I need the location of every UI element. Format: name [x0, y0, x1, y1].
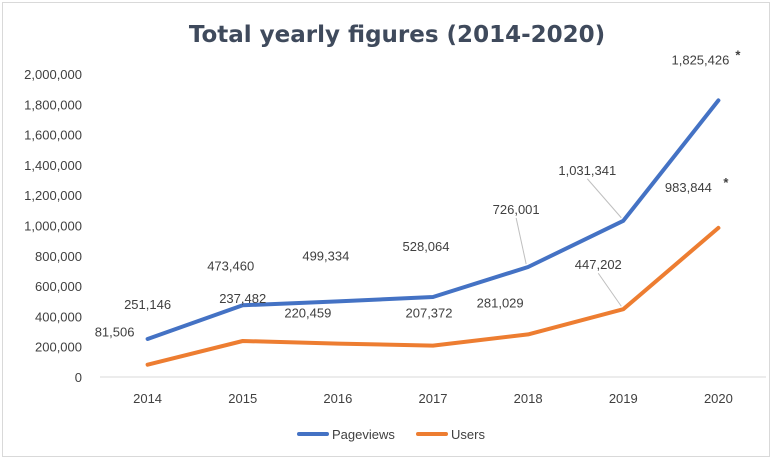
- chart-frame: [2, 2, 770, 457]
- data-labels: 251,146 473,460 499,334 528,064 726,001 1,031…: [95, 47, 742, 339]
- data-label: 220,459: [284, 306, 331, 321]
- data-label-marker: *: [735, 47, 741, 62]
- y-tick-label: 1,200,000: [24, 188, 82, 203]
- y-tick-label: 600,000: [35, 279, 82, 294]
- x-tick-label: 2015: [228, 391, 257, 406]
- x-tick-label: 2017: [419, 391, 448, 406]
- data-label: 499,334: [302, 248, 349, 263]
- legend-label: Users: [451, 427, 485, 442]
- y-tick-label: 1,000,000: [24, 219, 82, 234]
- series-line-pageviews: [145, 98, 721, 341]
- data-label: 251,146: [124, 297, 171, 312]
- data-label-marker: *: [723, 175, 729, 190]
- leader-lines: [515, 178, 622, 307]
- x-axis: 2014 2015 2016 2017 2018 2019 2020: [133, 391, 733, 406]
- x-tick-label: 2019: [609, 391, 638, 406]
- x-tick-label: 2016: [323, 391, 352, 406]
- data-label: 447,202: [575, 257, 622, 272]
- x-tick-label: 2020: [704, 391, 733, 406]
- data-label: 726,001: [493, 202, 540, 217]
- leader-line: [515, 217, 527, 265]
- data-label: 983,844: [665, 180, 712, 195]
- data-label: 473,460: [207, 258, 254, 273]
- y-tick-label: 0: [75, 370, 82, 385]
- y-axis: 0 200,000 400,000 600,000 800,000 1,000,000 1,…: [24, 67, 82, 385]
- y-tick-label: 200,000: [35, 340, 82, 355]
- chart-title: Total yearly figures (2014-2020): [189, 22, 605, 48]
- x-tick-label: 2018: [514, 391, 543, 406]
- data-label: 528,064: [403, 239, 450, 254]
- y-tick-label: 1,400,000: [24, 158, 82, 173]
- y-tick-label: 1,800,000: [24, 97, 82, 112]
- leader-line: [586, 178, 622, 219]
- data-label: 207,372: [406, 306, 453, 321]
- y-tick-label: 400,000: [35, 309, 82, 324]
- x-tick-label: 2014: [133, 391, 162, 406]
- leader-line: [597, 272, 622, 307]
- data-label: 1,031,341: [558, 163, 616, 178]
- data-label: 281,029: [477, 295, 524, 310]
- series-line-users: [145, 225, 721, 367]
- data-label: 81,506: [95, 325, 135, 340]
- legend: Pageviews Users: [297, 427, 485, 442]
- y-tick-label: 800,000: [35, 249, 82, 264]
- data-label: 1,825,426: [672, 52, 730, 67]
- legend-label: Pageviews: [332, 427, 395, 442]
- y-tick-label: 1,600,000: [24, 128, 82, 143]
- series-lines: [145, 98, 721, 367]
- y-tick-label: 2,000,000: [24, 67, 82, 82]
- data-label: 237,482: [219, 291, 266, 306]
